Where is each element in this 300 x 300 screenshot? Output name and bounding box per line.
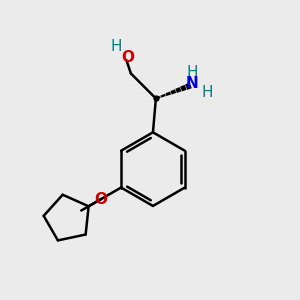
Text: H: H xyxy=(110,39,122,54)
Text: O: O xyxy=(95,191,108,206)
Text: N: N xyxy=(186,76,199,91)
Text: O: O xyxy=(122,50,134,65)
Text: H: H xyxy=(187,65,198,80)
Text: H: H xyxy=(202,85,213,100)
